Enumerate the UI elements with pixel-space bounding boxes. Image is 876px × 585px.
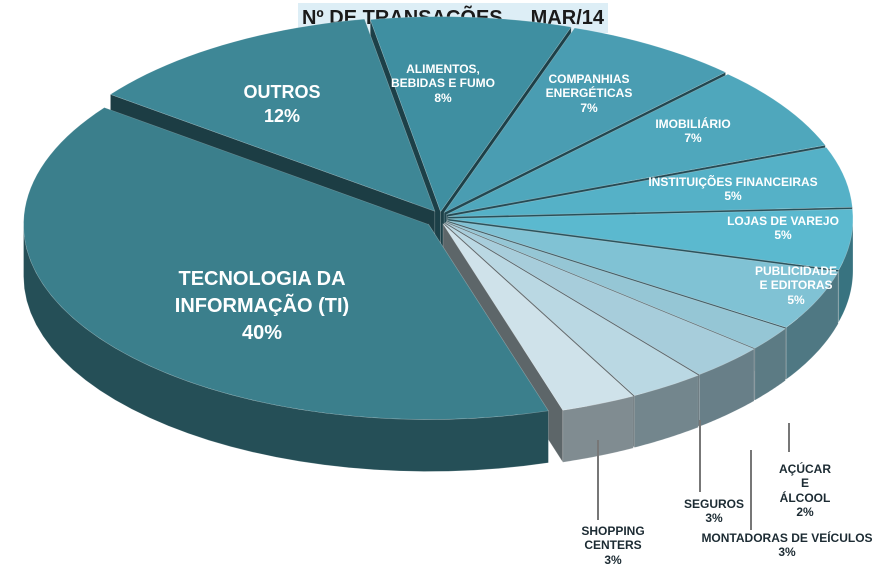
label-outros: OUTROS 12% — [243, 82, 321, 127]
pie-slice-9 — [442, 223, 634, 411]
pie-side-8 — [634, 374, 699, 448]
pie-slice-5 — [447, 220, 839, 328]
pie-slice-4 — [447, 208, 854, 271]
label-instituicoes: INSTITUIÇÕES FINANCEIRAS 5% — [648, 175, 818, 204]
pie-slice-7 — [445, 222, 755, 375]
pie-side-4 — [838, 218, 854, 323]
pie-side-9 — [562, 395, 634, 463]
pie-slice-2 — [446, 73, 826, 215]
label-seguros: SEGUROS 3% — [683, 497, 745, 526]
pie-side-6 — [754, 328, 786, 401]
pie-slice-3 — [447, 147, 853, 217]
pie-slice-11 — [109, 18, 436, 212]
label-shopping: SHOPPING CENTERS 3% — [581, 524, 645, 567]
label-montadoras: MONTADORAS DE VEÍCULOS 3% — [701, 531, 873, 560]
label-lojas: LOJAS DE VAREJO 5% — [727, 214, 839, 243]
pie-slice-8 — [444, 223, 699, 396]
label-publicidade: PUBLICIDADE E EDITORAS 5% — [754, 264, 837, 307]
label-imobiliario: IMOBILIÁRIO 7% — [655, 117, 731, 146]
pie-slice-1 — [443, 27, 727, 213]
pie-slice-10 — [23, 107, 549, 420]
chart-period: MAR/14 — [530, 6, 604, 29]
label-companhias: COMPANHIAS ENERGÉTICAS 7% — [545, 72, 633, 115]
label-ti: TECNOLOGIA DA INFORMAÇÃO (TI) 40% — [174, 268, 350, 344]
pie-side-5 — [785, 270, 839, 380]
label-acucar: AÇÚCAR E ÁLCOOL 2% — [779, 462, 831, 520]
pie-slice-0 — [369, 16, 572, 213]
pie-slice-6 — [446, 221, 786, 349]
label-alimentos: ALIMENTOS, BEBIDAS E FUMO 8% — [390, 62, 495, 105]
